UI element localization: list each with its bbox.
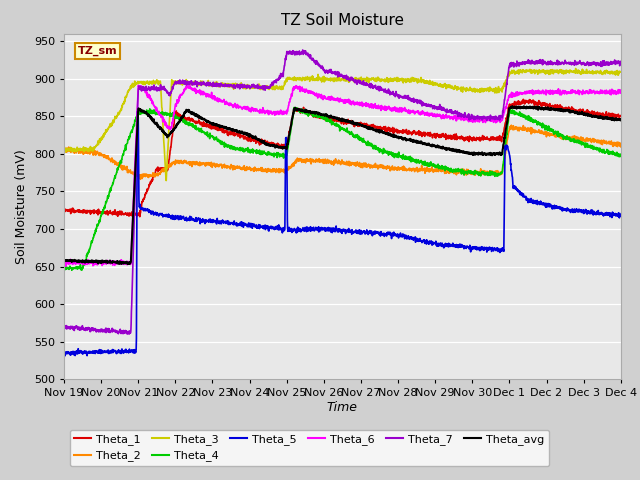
Theta_4 — [602, 150, 609, 156]
Theta_1 — [88, 209, 96, 215]
Theta_4 — [499, 162, 507, 168]
Theta_avg — [601, 115, 609, 120]
Title: TZ Soil Moisture: TZ Soil Moisture — [281, 13, 404, 28]
Theta_2 — [617, 144, 625, 150]
Y-axis label: Soil Moisture (mV): Soil Moisture (mV) — [15, 149, 28, 264]
Line: Theta_4: Theta_4 — [64, 108, 621, 270]
Theta_6 — [183, 82, 191, 87]
Theta_1 — [601, 112, 609, 118]
Theta_3 — [316, 76, 324, 82]
Theta_avg — [499, 146, 506, 152]
Theta_3 — [601, 68, 609, 73]
Theta_avg — [602, 115, 609, 121]
Line: Theta_2: Theta_2 — [64, 125, 621, 180]
Theta_4 — [617, 152, 625, 158]
Theta_3 — [572, 66, 579, 72]
Theta_6 — [62, 264, 70, 269]
Line: Theta_5: Theta_5 — [64, 111, 621, 356]
Theta_1 — [602, 112, 609, 118]
Theta_5 — [499, 246, 507, 252]
Text: TZ_sm: TZ_sm — [78, 46, 118, 56]
Theta_2 — [508, 122, 515, 128]
Theta_4 — [68, 267, 76, 273]
Theta_7 — [88, 325, 96, 331]
Theta_avg — [60, 257, 68, 263]
Theta_4 — [317, 112, 324, 118]
Theta_6 — [317, 92, 324, 97]
Theta_3 — [499, 86, 506, 92]
Theta_7 — [601, 60, 609, 66]
Theta_7 — [60, 323, 68, 328]
Theta_7 — [602, 62, 609, 68]
Theta_5 — [89, 350, 97, 356]
Theta_5 — [332, 225, 339, 231]
Theta_2 — [601, 140, 609, 146]
Line: Theta_7: Theta_7 — [64, 50, 621, 334]
Theta_1 — [60, 207, 68, 213]
Theta_2 — [88, 150, 96, 156]
Theta_7 — [617, 59, 625, 64]
Theta_6 — [601, 89, 609, 95]
Theta_3 — [602, 71, 609, 77]
Theta_4 — [290, 105, 298, 110]
Theta_2 — [316, 158, 324, 164]
X-axis label: Time: Time — [327, 401, 358, 414]
Theta_avg — [617, 117, 625, 122]
Theta_3 — [331, 78, 339, 84]
Theta_7 — [499, 109, 507, 115]
Theta_6 — [602, 91, 609, 96]
Theta_6 — [617, 89, 625, 95]
Theta_avg — [520, 103, 528, 109]
Theta_2 — [602, 140, 609, 145]
Line: Theta_6: Theta_6 — [64, 84, 621, 266]
Theta_4 — [60, 266, 68, 272]
Line: Theta_3: Theta_3 — [64, 69, 621, 180]
Theta_1 — [617, 113, 625, 119]
Line: Theta_avg: Theta_avg — [64, 106, 621, 264]
Theta_1 — [499, 133, 506, 139]
Theta_6 — [332, 96, 339, 102]
Theta_7 — [317, 63, 324, 69]
Theta_5 — [60, 348, 68, 354]
Theta_avg — [331, 115, 339, 120]
Theta_3 — [163, 178, 170, 183]
Theta_5 — [617, 212, 625, 218]
Theta_6 — [499, 114, 507, 120]
Theta_7 — [332, 69, 339, 74]
Theta_5 — [134, 108, 141, 114]
Theta_2 — [60, 147, 68, 153]
Theta_5 — [61, 353, 68, 359]
Theta_avg — [316, 111, 324, 117]
Theta_4 — [601, 151, 609, 156]
Theta_2 — [136, 177, 144, 182]
Theta_7 — [299, 47, 307, 53]
Theta_avg — [88, 258, 96, 264]
Theta_5 — [601, 212, 609, 218]
Theta_1 — [331, 118, 339, 124]
Theta_6 — [60, 261, 68, 266]
Theta_6 — [89, 258, 97, 264]
Theta_2 — [331, 160, 339, 166]
Theta_1 — [520, 96, 527, 102]
Theta_1 — [316, 114, 324, 120]
Theta_4 — [332, 122, 339, 128]
Theta_7 — [124, 331, 131, 337]
Theta_3 — [88, 145, 96, 151]
Theta_2 — [499, 166, 506, 171]
Theta_3 — [617, 69, 625, 75]
Theta_5 — [602, 210, 609, 216]
Theta_3 — [60, 147, 68, 153]
Line: Theta_1: Theta_1 — [64, 99, 621, 216]
Theta_4 — [89, 238, 97, 243]
Theta_5 — [317, 228, 324, 234]
Theta_1 — [136, 214, 143, 219]
Theta_avg — [124, 261, 132, 267]
Legend: Theta_1, Theta_2, Theta_3, Theta_4, Theta_5, Theta_6, Theta_7, Theta_avg: Theta_1, Theta_2, Theta_3, Theta_4, Thet… — [70, 430, 549, 466]
